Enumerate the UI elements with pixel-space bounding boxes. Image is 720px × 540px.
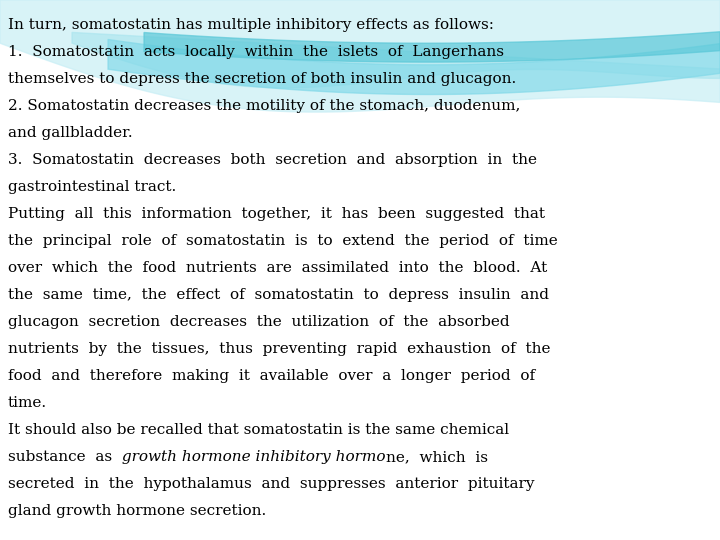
Text: Putting  all  this  information  together,  it  has  been  suggested  that: Putting all this information together, i… (8, 207, 545, 221)
Text: gland growth hormone secretion.: gland growth hormone secretion. (8, 504, 266, 518)
Text: 2. Somatostatin decreases the motility of the stomach, duodenum,: 2. Somatostatin decreases the motility o… (8, 99, 521, 113)
Polygon shape (0, 0, 720, 112)
Text: nutrients  by  the  tissues,  thus  preventing  rapid  exhaustion  of  the: nutrients by the tissues, thus preventin… (8, 342, 551, 356)
Polygon shape (144, 32, 720, 62)
Text: glucagon  secretion  decreases  the  utilization  of  the  absorbed: glucagon secretion decreases the utiliza… (8, 315, 510, 329)
Text: 3.  Somatostatin  decreases  both  secretion  and  absorption  in  the: 3. Somatostatin decreases both secretion… (8, 153, 537, 167)
Text: the  principal  role  of  somatostatin  is  to  extend  the  period  of  time: the principal role of somatostatin is to… (8, 234, 558, 248)
Text: time.: time. (8, 396, 47, 410)
Polygon shape (72, 32, 720, 88)
Text: substance  as: substance as (8, 450, 117, 464)
Text: In turn, somatostatin has multiple inhibitory effects as follows:: In turn, somatostatin has multiple inhib… (8, 18, 494, 32)
Text: the  same  time,  the  effect  of  somatostatin  to  depress  insulin  and: the same time, the effect of somatostati… (8, 288, 549, 302)
Text: gastrointestinal tract.: gastrointestinal tract. (8, 180, 176, 194)
Text: growth hormone inhibitory hormo: growth hormone inhibitory hormo (117, 450, 385, 464)
Text: ne,  which  is: ne, which is (385, 450, 487, 464)
Text: and gallbladder.: and gallbladder. (8, 126, 132, 140)
Text: food  and  therefore  making  it  available  over  a  longer  period  of: food and therefore making it available o… (8, 369, 535, 383)
Text: over  which  the  food  nutrients  are  assimilated  into  the  blood.  At: over which the food nutrients are assimi… (8, 261, 547, 275)
Text: themselves to depress the secretion of both insulin and glucagon.: themselves to depress the secretion of b… (8, 72, 516, 86)
Text: 1.  Somatostatin  acts  locally  within  the  islets  of  Langerhans: 1. Somatostatin acts locally within the … (8, 45, 504, 59)
Text: secreted  in  the  hypothalamus  and  suppresses  anterior  pituitary: secreted in the hypothalamus and suppres… (8, 477, 534, 491)
Polygon shape (108, 39, 720, 94)
Text: It should also be recalled that somatostatin is the same chemical: It should also be recalled that somatost… (8, 423, 509, 437)
